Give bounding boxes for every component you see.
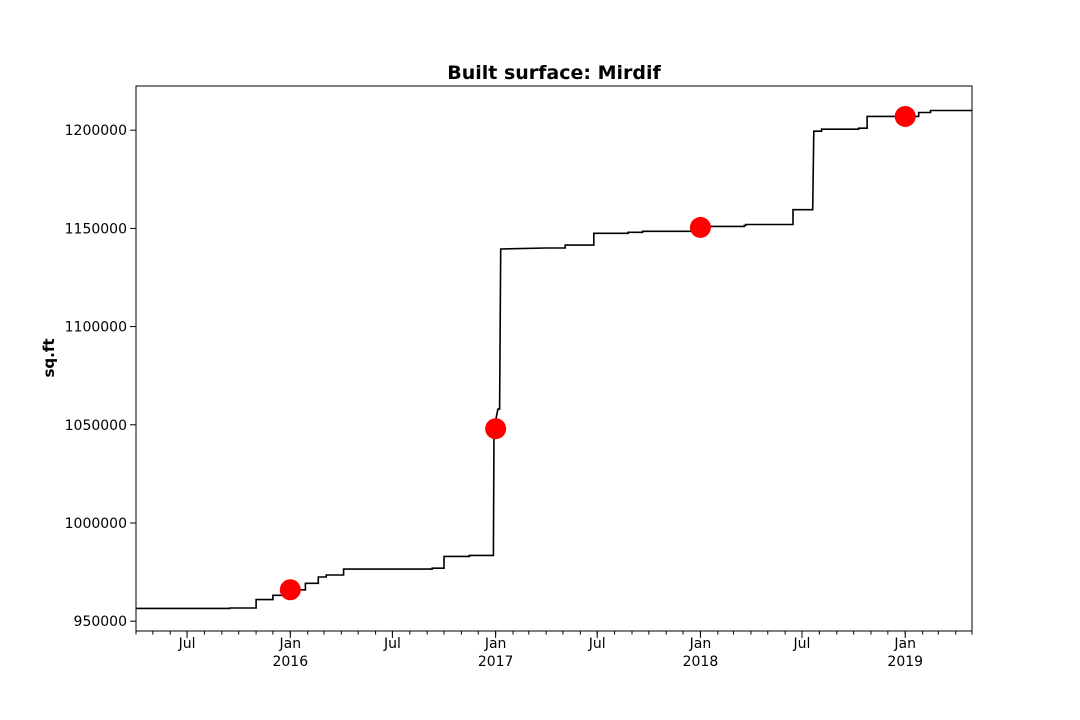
x-tick-label: Jul <box>793 636 811 652</box>
x-tick-label: Jul <box>383 636 401 652</box>
x-tick-year-label: 2018 <box>683 654 719 670</box>
plot-series <box>136 105 972 610</box>
y-tick-label: 1100000 <box>65 320 127 336</box>
y-tick-label: 1000000 <box>65 516 127 532</box>
y-tick-label: 950000 <box>74 614 127 630</box>
marker-point <box>485 418 507 440</box>
step-line-series <box>136 109 972 610</box>
x-tick-year-label: 2019 <box>887 654 923 670</box>
y-tick-label: 1200000 <box>65 123 127 139</box>
x-tick-label: Jan <box>689 636 712 652</box>
plot-frame <box>135 85 973 632</box>
marker-point <box>689 216 711 238</box>
x-tick-label: Jul <box>588 636 606 652</box>
x-axis-ticks: Jul Jan 2016 Jul Jan 2017 Jul Jan 2018 Jul Jan 2019 <box>135 631 973 670</box>
x-tick-label: Jan <box>893 636 916 652</box>
x-tick-label: Jul <box>178 636 196 652</box>
x-tick-label: Jan <box>278 636 301 652</box>
marker-point <box>279 579 301 601</box>
chart-title: Built surface: Mirdif <box>447 62 661 84</box>
y-tick-label: 1150000 <box>65 221 127 237</box>
y-tick-label: 1050000 <box>65 418 127 434</box>
marker-point <box>894 105 916 127</box>
x-tick-year-label: 2016 <box>272 654 308 670</box>
y-axis-ticks: 950000 1000000 1050000 1100000 1150000 120000… <box>65 123 136 630</box>
x-tick-label: Jan <box>484 636 507 652</box>
x-tick-year-label: 2017 <box>478 654 514 670</box>
y-axis-label: sq.ft <box>40 338 58 377</box>
